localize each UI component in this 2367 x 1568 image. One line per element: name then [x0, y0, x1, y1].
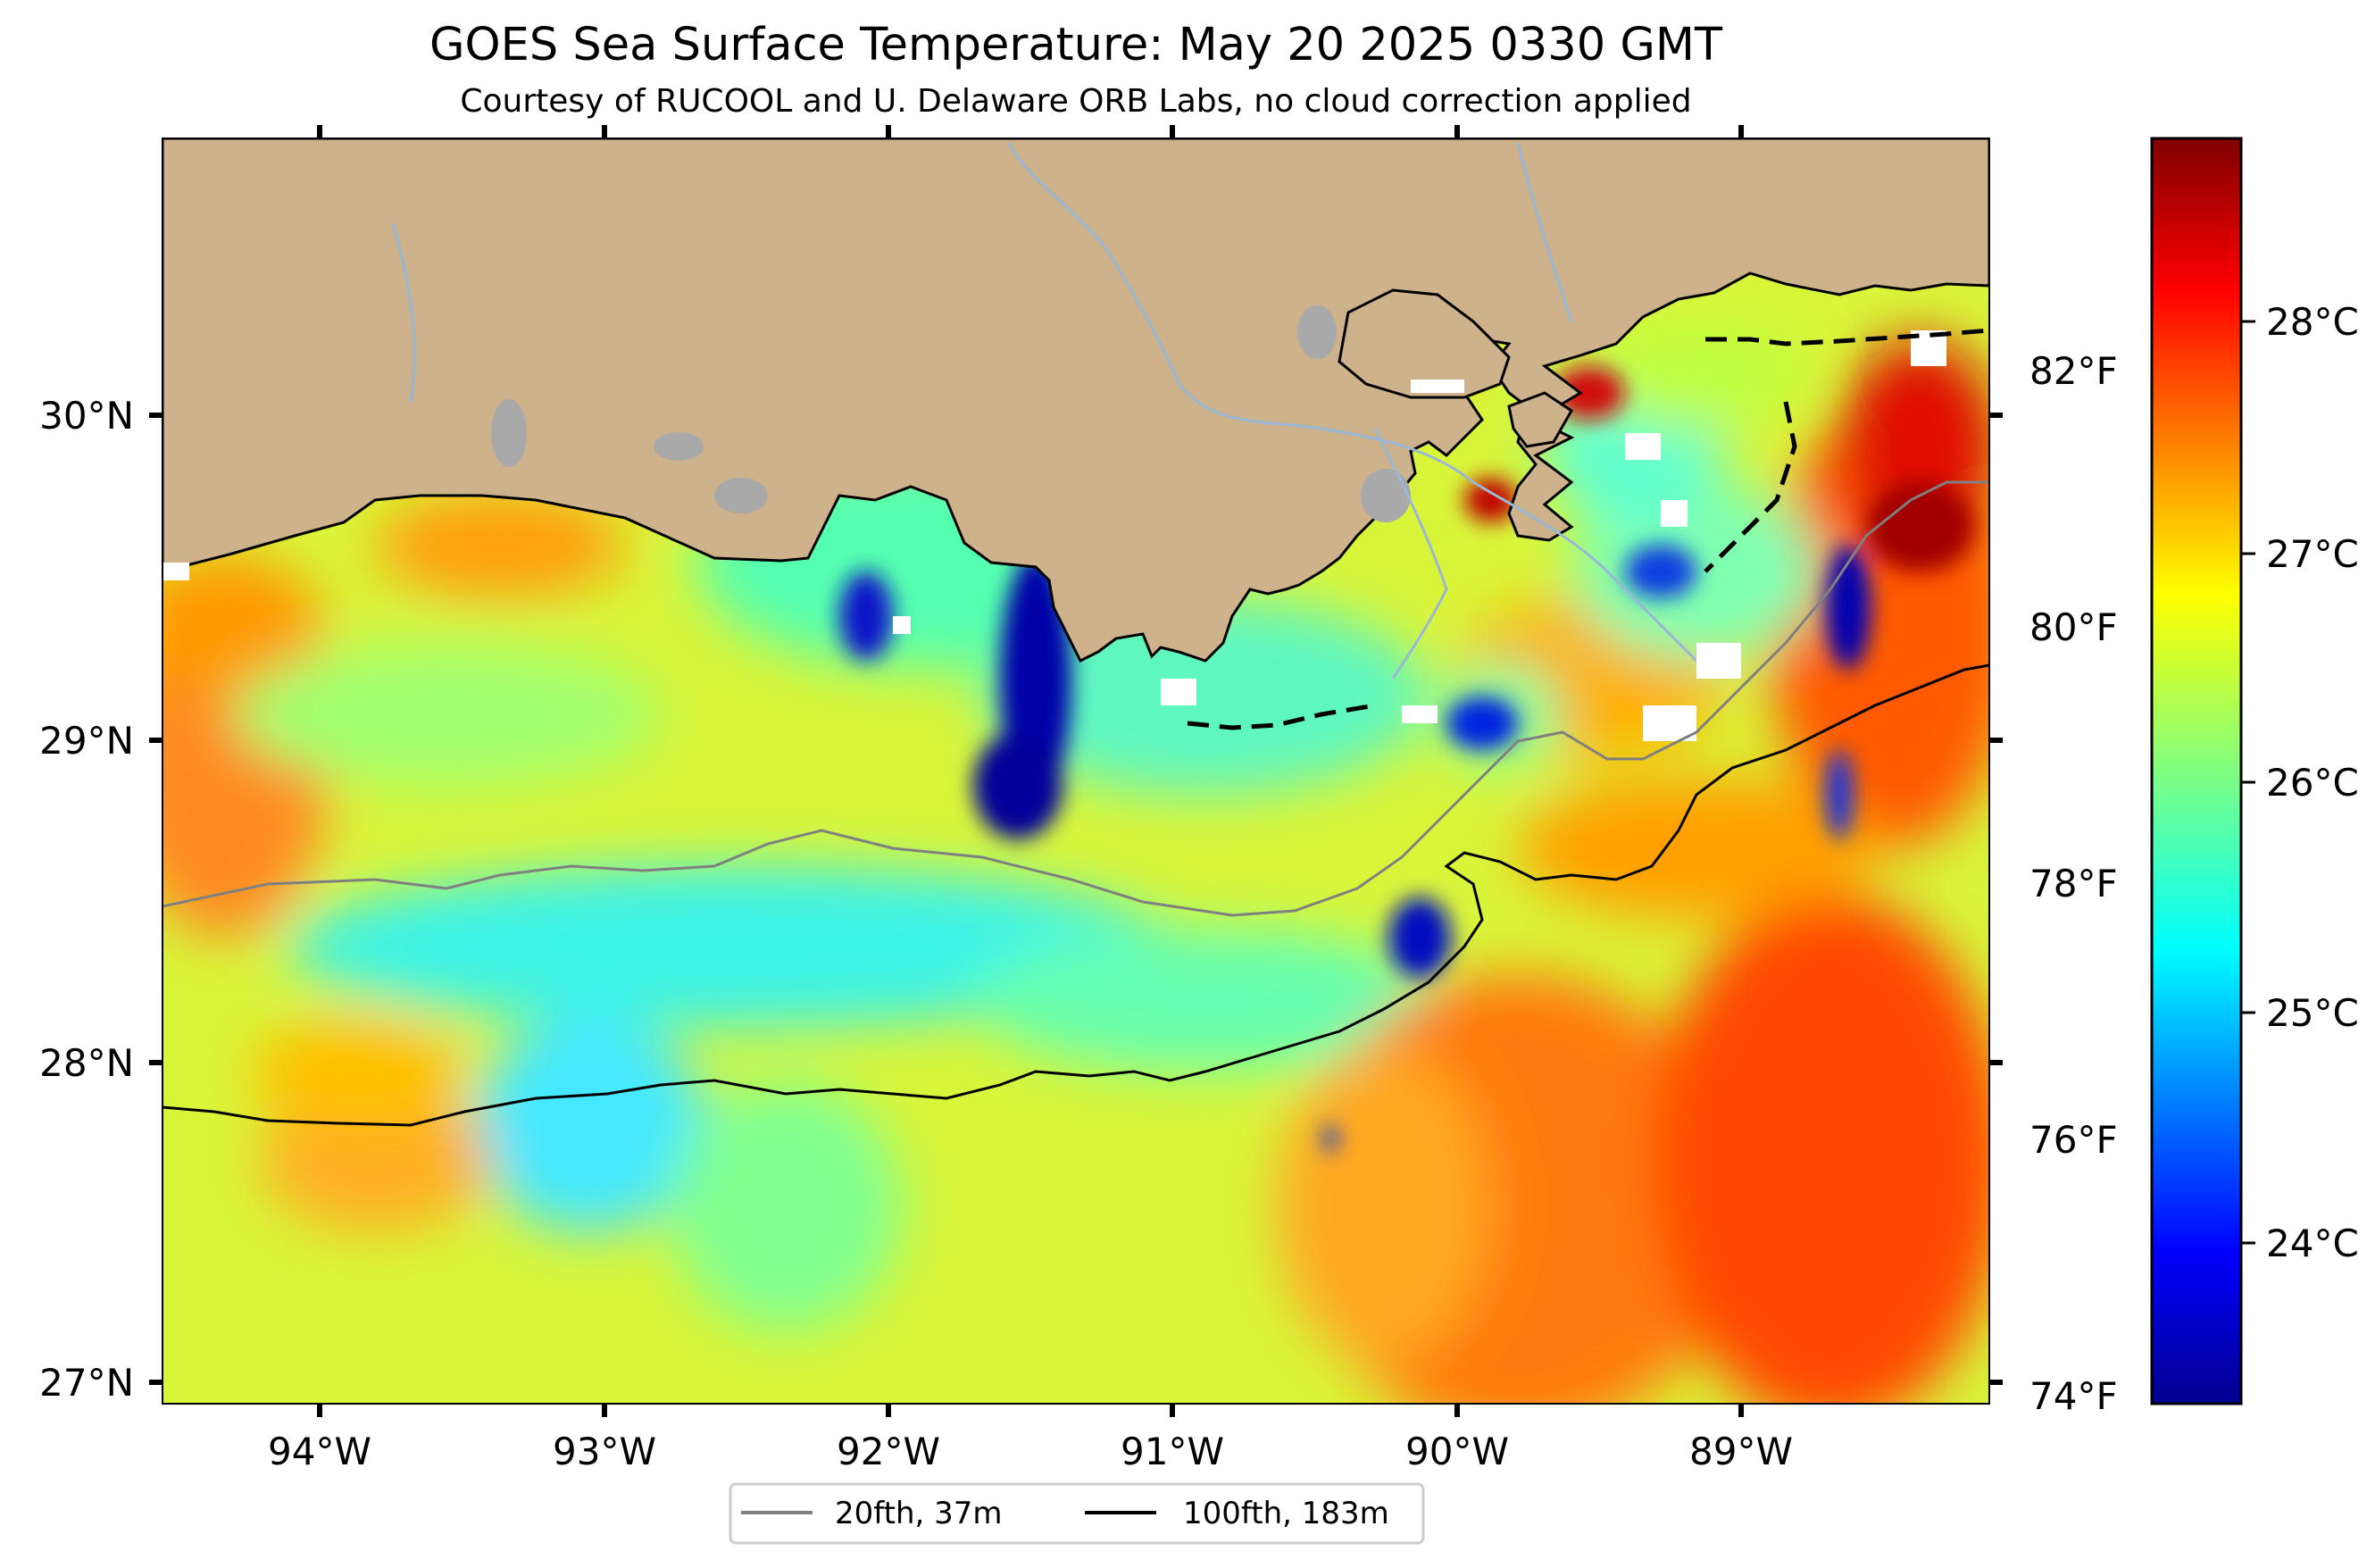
lon-label: 89°W [1689, 1430, 1793, 1473]
map-area [163, 138, 1989, 1404]
lon-label: 92°W [837, 1430, 940, 1473]
rivers [391, 142, 1716, 680]
legend-box [729, 1482, 1425, 1545]
lon-label: 93°W [553, 1430, 656, 1473]
map-frame [162, 138, 1990, 1405]
lat-label: 27°N [39, 1361, 134, 1405]
fahrenheit-label: 76°F [2029, 1118, 2118, 1162]
no-data-patches [163, 330, 1946, 741]
figure-title: GOES Sea Surface Temperature: May 20 202… [429, 19, 1723, 71]
celsius-label: 25°C [2266, 991, 2359, 1035]
lat-label: 29°N [39, 719, 134, 763]
legend-label-20fth: 20fth, 37m [835, 1496, 1003, 1531]
fahrenheit-labels: 82°F 80°F 78°F 76°F 74°F [2029, 349, 2118, 1418]
fahrenheit-label: 78°F [2029, 862, 2118, 905]
longitude-labels: 94°W 93°W 92°W 91°W 90°W 89°W [268, 1430, 1793, 1473]
fahrenheit-label: 82°F [2029, 349, 2118, 393]
celsius-label: 26°C [2266, 761, 2359, 805]
lake-pontchartrain [1338, 288, 1511, 399]
lon-label: 94°W [268, 1430, 371, 1473]
celsius-label: 24°C [2266, 1222, 2359, 1265]
coastal-dashed-line [1187, 328, 1989, 730]
lat-label: 30°N [39, 394, 134, 438]
lon-label: 91°W [1121, 1430, 1224, 1473]
lake-borgne-shore [1507, 391, 1573, 448]
isobath-100fth [163, 663, 1989, 1127]
isobath-20fth [163, 480, 1989, 917]
map-axis-ticks [149, 125, 2003, 1417]
celsius-label: 28°C [2266, 300, 2359, 344]
fahrenheit-label: 80°F [2029, 605, 2118, 649]
lon-label: 90°W [1405, 1430, 1509, 1473]
fahrenheit-label: 74°F [2029, 1374, 2118, 1418]
latitude-labels: 30°N 29°N 28°N 27°N [39, 394, 134, 1405]
isobath-legend: 20fth, 37m 100fth, 183m [729, 1482, 1425, 1545]
lat-label: 28°N [39, 1041, 134, 1085]
figure-subtitle: Courtesy of RUCOOL and U. Delaware ORB L… [460, 83, 1691, 120]
sst-cold-anomalies [839, 335, 1973, 1152]
land-mass [163, 138, 1989, 663]
colorbar-ticks [2241, 320, 2255, 1245]
colorbar [2150, 137, 2243, 1405]
inland-lakes [491, 305, 1411, 522]
celsius-label: 27°C [2266, 532, 2359, 576]
celsius-labels: 28°C 27°C 26°C 25°C 24°C [2266, 300, 2359, 1265]
sst-temperature-patches [163, 321, 1989, 1404]
legend-label-100fth: 100fth, 183m [1183, 1496, 1389, 1531]
